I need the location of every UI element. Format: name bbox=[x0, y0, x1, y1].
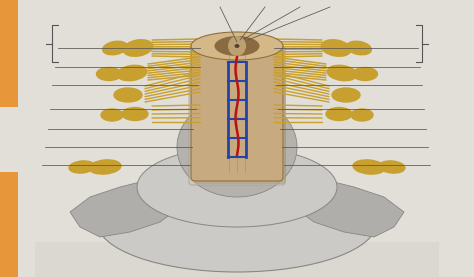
Ellipse shape bbox=[122, 107, 148, 120]
Ellipse shape bbox=[321, 40, 351, 56]
Bar bbox=[35, 242, 439, 277]
Ellipse shape bbox=[353, 160, 385, 174]
Ellipse shape bbox=[101, 109, 123, 121]
FancyBboxPatch shape bbox=[189, 69, 285, 185]
Polygon shape bbox=[284, 177, 404, 237]
Ellipse shape bbox=[69, 161, 95, 173]
Polygon shape bbox=[70, 177, 190, 237]
Ellipse shape bbox=[235, 44, 239, 48]
Ellipse shape bbox=[177, 97, 297, 197]
Ellipse shape bbox=[117, 65, 147, 81]
Ellipse shape bbox=[332, 88, 360, 102]
Ellipse shape bbox=[351, 109, 373, 121]
Ellipse shape bbox=[228, 36, 246, 56]
Ellipse shape bbox=[103, 41, 128, 55]
Ellipse shape bbox=[346, 41, 371, 55]
Ellipse shape bbox=[114, 88, 142, 102]
Ellipse shape bbox=[137, 147, 337, 227]
Ellipse shape bbox=[327, 65, 357, 81]
FancyBboxPatch shape bbox=[191, 43, 283, 181]
Ellipse shape bbox=[215, 36, 259, 56]
Ellipse shape bbox=[191, 32, 283, 60]
Bar bbox=[0, 172, 18, 277]
Bar bbox=[0, 0, 18, 107]
Ellipse shape bbox=[89, 160, 121, 174]
Ellipse shape bbox=[379, 161, 405, 173]
Ellipse shape bbox=[97, 172, 377, 272]
Ellipse shape bbox=[97, 68, 121, 81]
Ellipse shape bbox=[326, 107, 352, 120]
Ellipse shape bbox=[123, 40, 153, 56]
Ellipse shape bbox=[353, 68, 377, 81]
FancyBboxPatch shape bbox=[194, 46, 286, 184]
